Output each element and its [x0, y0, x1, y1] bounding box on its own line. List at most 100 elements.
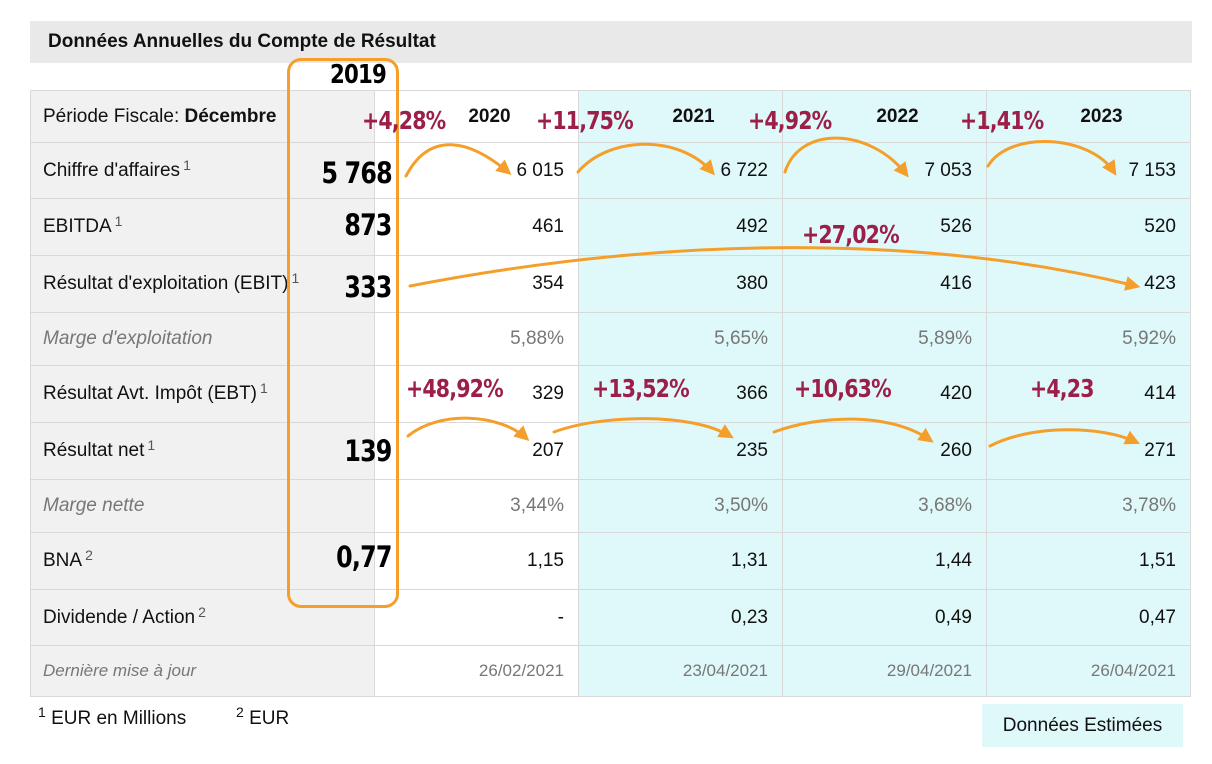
row-label: Marge nette — [43, 495, 145, 516]
table-row: BNA 2 1,15 1,31 1,44 1,51 — [30, 532, 1191, 590]
fiscal-period-value: Décembre — [184, 105, 277, 127]
value-cell-2023: 271 — [986, 422, 1191, 480]
year-2019-label: 2019 — [330, 60, 387, 90]
value-cell-2022: 1,44 — [782, 532, 987, 590]
row-label-cell: Résultat net 1 — [30, 422, 375, 480]
year-header-2023: 2023 — [986, 90, 1191, 143]
footnote-2: 2 EUR — [236, 704, 290, 730]
row-label: EBITDA — [43, 216, 112, 237]
footnote-2-text: EUR — [249, 708, 290, 729]
net-growth-2023: +4,23 — [1030, 374, 1094, 403]
row-label: Dividende / Action — [43, 606, 196, 628]
value-cell-2023: 1,51 — [986, 532, 1191, 590]
net-growth-2021: +13,52% — [592, 374, 690, 403]
value-cell-2020: 329 — [374, 365, 579, 423]
value-cell-2021: 492 — [578, 198, 783, 256]
table-row: Dernière mise à jour 26/02/2021 23/04/2021… — [30, 645, 1191, 697]
year-header-2022: 2022 — [782, 90, 987, 143]
row-label: Chiffre d'affaires — [43, 159, 181, 181]
value-cell-2022: 0,49 — [782, 589, 987, 646]
value-cell-2023: 26/04/2021 — [986, 645, 1191, 697]
row-label-cell: Dividende / Action 2 — [30, 589, 375, 646]
value-cell-2022: 260 — [782, 422, 987, 480]
value-cell-2020: 207 — [374, 422, 579, 480]
ca-growth-2023: +1,41% — [960, 106, 1044, 135]
ca-growth-2021: +11,75% — [536, 106, 634, 135]
footnote-ref: 2 — [85, 547, 93, 563]
row-label-cell: Dernière mise à jour — [30, 645, 375, 697]
row-label-cell: Résultat d'exploitation (EBIT) 1 — [30, 255, 375, 313]
value-cell-2023: 5,92% — [986, 312, 1191, 366]
value-cell-2020: - — [374, 589, 579, 646]
section-header: Données Annuelles du Compte de Résultat — [30, 21, 1192, 63]
footnote-2-mark: 2 — [236, 704, 244, 720]
row-label: Dernière mise à jour — [43, 661, 197, 680]
year-header-2021: 2021 — [578, 90, 783, 143]
year-header-2020: 2020 — [374, 90, 579, 143]
table-row: Chiffre d'affaires 1 6 015 6 722 7 053 7 153 — [30, 142, 1191, 199]
table-row: Résultat Avt. Impôt (EBT) 1 329 366 420 414 — [30, 365, 1191, 423]
fiscal-period-label: Période Fiscale: — [43, 105, 185, 127]
value-cell-2022: 420 — [782, 365, 987, 423]
value-2019-net: 139 — [344, 434, 393, 468]
row-label-cell: BNA 2 — [30, 532, 375, 590]
value-cell-2021: 380 — [578, 255, 783, 313]
row-label: BNA — [43, 550, 83, 571]
income-statement-table: Période Fiscale: Décembre 2020 2021 2022… — [30, 90, 1191, 697]
value-cell-2023: 7 153 — [986, 142, 1191, 199]
table-row: Dividende / Action 2-0,23 0,49 0,47 — [30, 589, 1191, 646]
footnote-ref: 2 — [198, 603, 206, 620]
value-cell-2020: 26/02/2021 — [374, 645, 579, 697]
footnote-ref: 1 — [114, 213, 123, 229]
ca-growth-2020: +4,28% — [362, 106, 446, 135]
value-cell-2021: 3,50% — [578, 479, 783, 533]
fiscal-period-cell: Période Fiscale: Décembre — [30, 90, 375, 143]
footnote-ref: 1 — [147, 437, 156, 453]
value-cell-2021: 366 — [578, 365, 783, 423]
value-cell-2022: 5,89% — [782, 312, 987, 366]
value-cell-2021: 23/04/2021 — [578, 645, 783, 697]
value-cell-2022: 29/04/2021 — [782, 645, 987, 697]
table-body: Chiffre d'affaires 1 6 015 6 722 7 053 7 153 E… — [30, 142, 1191, 697]
footnote-1-text: EUR en Millions — [51, 708, 187, 729]
value-2019-ebit: 333 — [344, 270, 393, 304]
section-title: Données Annuelles du Compte de Résultat — [48, 31, 436, 52]
value-cell-2023: 520 — [986, 198, 1191, 256]
table-row: Résultat net 1 207 235 260 271 — [30, 422, 1191, 480]
value-cell-2021: 0,23 — [578, 589, 783, 646]
ebit-growth-total: +27,02% — [802, 220, 900, 249]
table-row: Marge nette 3,44% 3,50% 3,68% 3,78% — [30, 479, 1191, 533]
row-label: Résultat Avt. Impôt (EBT) — [43, 383, 258, 404]
net-growth-2020: +48,92% — [406, 374, 504, 403]
footnote-ref: 1 — [291, 270, 300, 286]
value-cell-2022: 7 053 — [782, 142, 987, 199]
estimated-data-badge: Données Estimées — [982, 704, 1183, 747]
year-2019-highlight-box — [287, 58, 399, 608]
value-cell-2023: 0,47 — [986, 589, 1191, 646]
value-cell-2021: 5,65% — [578, 312, 783, 366]
footnote-ref: 1 — [260, 380, 268, 396]
value-cell-2020: 6 015 — [374, 142, 579, 199]
net-growth-2022: +10,63% — [794, 374, 892, 403]
value-cell-2020: 461 — [374, 198, 579, 256]
value-cell-2021: 6 722 — [578, 142, 783, 199]
value-cell-2022: 416 — [782, 255, 987, 313]
value-cell-2022: 3,68% — [782, 479, 987, 533]
value-cell-2021: 1,31 — [578, 532, 783, 590]
value-cell-2020: 354 — [374, 255, 579, 313]
footnote-1-mark: 1 — [38, 704, 46, 720]
table-row: Résultat d'exploitation (EBIT) 1 354 380 416… — [30, 255, 1191, 313]
value-cell-2023: 414 — [986, 365, 1191, 423]
value-cell-2023: 423 — [986, 255, 1191, 313]
value-cell-2020: 3,44% — [374, 479, 579, 533]
value-2019-ebitda: 873 — [344, 208, 393, 242]
ca-growth-2022: +4,92% — [748, 106, 832, 135]
table-header-row: Période Fiscale: Décembre 2020 2021 2022… — [30, 90, 1191, 143]
footnote-1: 1 EUR en Millions — [38, 704, 187, 730]
value-cell-2020: 1,15 — [374, 532, 579, 590]
row-label: Résultat net — [43, 440, 145, 461]
row-label-cell: EBITDA 1 — [30, 198, 375, 256]
footnote-ref: 1 — [183, 156, 191, 173]
value-cell-2020: 5,88% — [374, 312, 579, 366]
value-cell-2021: 235 — [578, 422, 783, 480]
